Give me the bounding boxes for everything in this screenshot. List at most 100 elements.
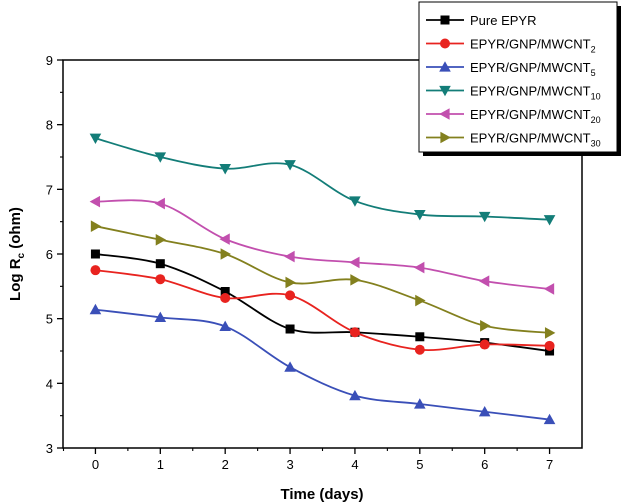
series-line <box>95 225 550 334</box>
series-5 <box>90 220 556 339</box>
y-tick-label: 8 <box>46 118 53 133</box>
legend-label: EPYR/GNP/MWCNT10 <box>470 84 601 102</box>
data-point <box>154 311 167 322</box>
y-axis-title: Log Rc (ohm) <box>7 207 27 301</box>
data-point <box>284 250 295 263</box>
x-tick-label: 1 <box>157 457 164 472</box>
legend-label: EPYR/GNP/MWCNT2 <box>470 37 596 55</box>
data-point <box>220 248 231 260</box>
y-tick-label: 7 <box>46 182 53 197</box>
legend-label-subscript: 30 <box>591 139 601 149</box>
data-point <box>89 133 102 145</box>
data-point <box>414 344 425 355</box>
legend-label: EPYR/GNP/MWCNT5 <box>470 60 596 78</box>
legend-entry: EPYR/GNP/MWCNT10 <box>426 84 601 102</box>
y-axis-title-unit: (ohm) <box>7 207 24 253</box>
legend-entry: EPYR/GNP/MWCNT30 <box>426 131 601 149</box>
data-point <box>414 398 426 409</box>
data-point <box>479 339 490 350</box>
y-tick-label: 5 <box>46 312 53 327</box>
legend-marker <box>440 131 451 144</box>
legend-label: EPYR/GNP/MWCNT30 <box>470 131 601 149</box>
y-tick-label: 4 <box>46 376 53 391</box>
x-axis: 0 1 2 3 4 5 6 7 <box>62 448 553 472</box>
data-point <box>543 215 556 226</box>
y-axis-title-main: Log R <box>7 258 24 301</box>
data-point <box>415 294 426 307</box>
data-point <box>349 327 360 338</box>
data-point <box>415 332 425 342</box>
legend-entry: Pure EPYR <box>426 13 536 28</box>
data-point <box>219 320 231 332</box>
legend-box <box>418 1 618 153</box>
legend-label-subscript: 2 <box>591 45 596 55</box>
series-layer <box>89 133 556 425</box>
series-3 <box>89 133 556 226</box>
data-point <box>220 292 231 303</box>
data-point <box>414 209 426 221</box>
data-point <box>90 220 102 232</box>
x-tick-label: 2 <box>222 457 229 472</box>
series-4 <box>89 195 555 295</box>
y-tick-label: 6 <box>46 247 53 262</box>
y-axis: 3 4 5 6 7 8 9 <box>46 53 63 456</box>
data-point <box>545 346 555 356</box>
data-point <box>90 265 101 276</box>
data-point <box>155 233 167 246</box>
data-point <box>284 361 296 372</box>
data-point <box>155 274 166 285</box>
legend-marker <box>440 38 450 49</box>
x-tick-label: 6 <box>481 457 488 472</box>
y-tick-label: 3 <box>46 441 53 456</box>
series-2 <box>89 303 556 425</box>
data-point <box>219 233 230 245</box>
series-1 <box>90 265 555 355</box>
series-line <box>95 308 550 421</box>
data-point <box>478 275 490 287</box>
data-point <box>285 324 295 334</box>
legend-marker <box>439 85 451 97</box>
x-tick-label: 5 <box>416 457 423 472</box>
data-point <box>89 303 102 315</box>
data-point <box>478 405 491 417</box>
data-point <box>220 287 230 297</box>
legend-entry: EPYR/GNP/MWCNT2 <box>426 37 596 55</box>
x-tick-label: 7 <box>546 457 553 472</box>
legend-label: Pure EPYR <box>470 13 536 28</box>
x-axis-title: Time (days) <box>280 486 363 503</box>
legend-label: EPYR/GNP/MWCNT20 <box>470 107 601 125</box>
data-point <box>155 259 165 269</box>
data-point <box>90 249 100 259</box>
legend-entry: EPYR/GNP/MWCNT20 <box>426 107 601 125</box>
data-point <box>285 290 296 301</box>
data-point <box>154 197 165 210</box>
series-line <box>95 253 550 352</box>
data-point <box>219 164 231 175</box>
data-point <box>543 413 556 425</box>
y-axis-title-subscript: c <box>16 252 27 258</box>
x-tick-label: 0 <box>92 457 99 472</box>
legend-label-name: EPYR/GNP/MWCNT <box>470 84 591 99</box>
x-tick-label: 3 <box>286 457 293 472</box>
legend: Pure EPYREPYR/GNP/MWCNT2EPYR/GNP/MWCNT5E… <box>418 1 621 156</box>
legend-entry: EPYR/GNP/MWCNT5 <box>426 60 596 78</box>
data-point <box>544 327 556 339</box>
data-point <box>478 211 491 223</box>
data-point <box>414 261 425 274</box>
data-point <box>349 256 360 269</box>
legend-label-subscript: 10 <box>591 92 601 102</box>
series-line <box>95 137 550 221</box>
data-point <box>350 274 361 286</box>
legend-label-name: EPYR/GNP/MWCNT <box>470 60 591 75</box>
legend-label-name: Pure EPYR <box>470 13 536 28</box>
legend-label-subscript: 5 <box>591 68 596 78</box>
data-point <box>284 160 296 171</box>
legend-label-name: EPYR/GNP/MWCNT <box>470 131 591 146</box>
legend-marker <box>439 61 451 72</box>
legend-marker <box>439 108 450 120</box>
data-point <box>544 340 555 351</box>
data-point <box>285 276 296 289</box>
series-line <box>95 199 550 290</box>
legend-label-name: EPYR/GNP/MWCNT <box>470 107 591 122</box>
